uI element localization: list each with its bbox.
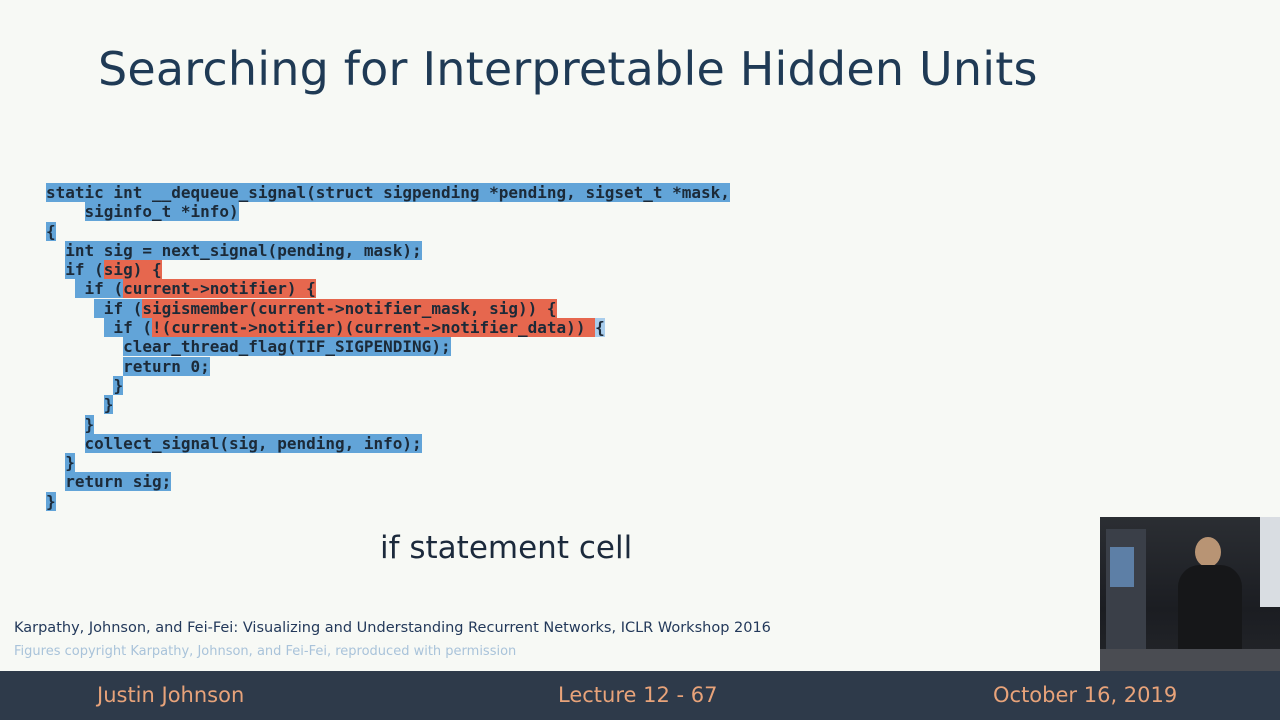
- code-token: {: [595, 318, 605, 338]
- code-token: if (: [74, 279, 124, 299]
- code-token: }: [113, 375, 124, 395]
- code-token: [46, 415, 85, 434]
- footer-lecture: Lecture 12 - 67: [558, 683, 718, 707]
- code-token: [46, 299, 94, 318]
- video-desk: [1100, 649, 1280, 671]
- footer-author: Justin Johnson: [97, 683, 245, 707]
- code-line: if (current->notifier) {: [46, 279, 1280, 299]
- code-line: {: [46, 221, 1280, 241]
- speaker-body: [1178, 565, 1242, 665]
- code-line: }: [46, 395, 1280, 415]
- code-token: [46, 472, 65, 491]
- copyright-text: Figures copyright Karpathy, Johnson, and…: [14, 644, 517, 659]
- code-token: [46, 434, 85, 453]
- code-token: [46, 202, 85, 221]
- code-token: siginfo_t *info): [84, 202, 239, 222]
- code-token: [46, 318, 104, 337]
- footer-date: October 16, 2019: [993, 683, 1178, 707]
- code-token: }: [65, 453, 75, 473]
- footer-bar: Justin Johnson Lecture 12 - 67 October 1…: [0, 671, 1280, 720]
- code-line: int sig = next_signal(pending, mask);: [46, 240, 1280, 260]
- code-token: [46, 357, 123, 376]
- code-line: if (!(current->notifier)(current->notifi…: [46, 318, 1280, 338]
- code-token: clear_thread_flag(TIF_SIGPENDING);: [123, 337, 451, 357]
- code-line: return 0;: [46, 356, 1280, 376]
- code-token-active: current->notifier) {: [123, 279, 316, 299]
- code-line: clear_thread_flag(TIF_SIGPENDING);: [46, 337, 1280, 357]
- code-token: [46, 260, 65, 279]
- video-poster: [1110, 547, 1134, 587]
- code-token: {: [46, 221, 56, 241]
- code-line: return sig;: [46, 472, 1280, 492]
- slide-title: Searching for Interpretable Hidden Units: [98, 42, 1038, 96]
- code-token: if (: [65, 260, 104, 280]
- code-token: if (: [94, 298, 143, 318]
- code-token: [46, 279, 75, 298]
- code-line: }: [46, 414, 1280, 434]
- code-token: collect_signal(sig, pending, info);: [84, 433, 422, 453]
- code-token: int sig = next_signal(pending, mask);: [65, 240, 422, 260]
- code-token: }: [103, 395, 114, 415]
- speaker-video: [1100, 517, 1280, 671]
- code-line: static int __dequeue_signal(struct sigpe…: [46, 183, 1280, 202]
- code-token-active: !(current->notifier)(current->notifier_d…: [151, 318, 596, 338]
- code-token: [46, 395, 104, 414]
- code-token: [46, 453, 65, 472]
- code-token: static int __dequeue_signal(struct sigpe…: [46, 183, 730, 202]
- slide-caption: if statement cell: [380, 530, 633, 566]
- code-token: [46, 337, 123, 356]
- code-token-active: sigismember(current->notifier_mask, sig)…: [142, 298, 557, 318]
- code-token: }: [46, 491, 56, 511]
- code-line: collect_signal(sig, pending, info);: [46, 433, 1280, 453]
- code-token: return 0;: [123, 356, 210, 376]
- code-token-active: sig) {: [103, 260, 162, 280]
- citation-text: Karpathy, Johnson, and Fei-Fei: Visualiz…: [14, 620, 771, 636]
- video-screen: [1260, 517, 1280, 607]
- code-token: }: [84, 414, 95, 434]
- code-token: return sig;: [65, 472, 172, 492]
- code-line: }: [46, 453, 1280, 473]
- code-token: [46, 241, 65, 260]
- code-line: }: [46, 375, 1280, 395]
- speaker-head: [1195, 537, 1221, 567]
- code-line: if (sig) {: [46, 260, 1280, 280]
- code-token: [46, 376, 113, 395]
- code-line: siginfo_t *info): [46, 202, 1280, 222]
- code-line: if (sigismember(current->notifier_mask, …: [46, 298, 1280, 318]
- code-visualization: static int __dequeue_signal(struct sigpe…: [46, 183, 1280, 511]
- code-line: }: [46, 491, 1280, 511]
- code-token: if (: [103, 318, 152, 338]
